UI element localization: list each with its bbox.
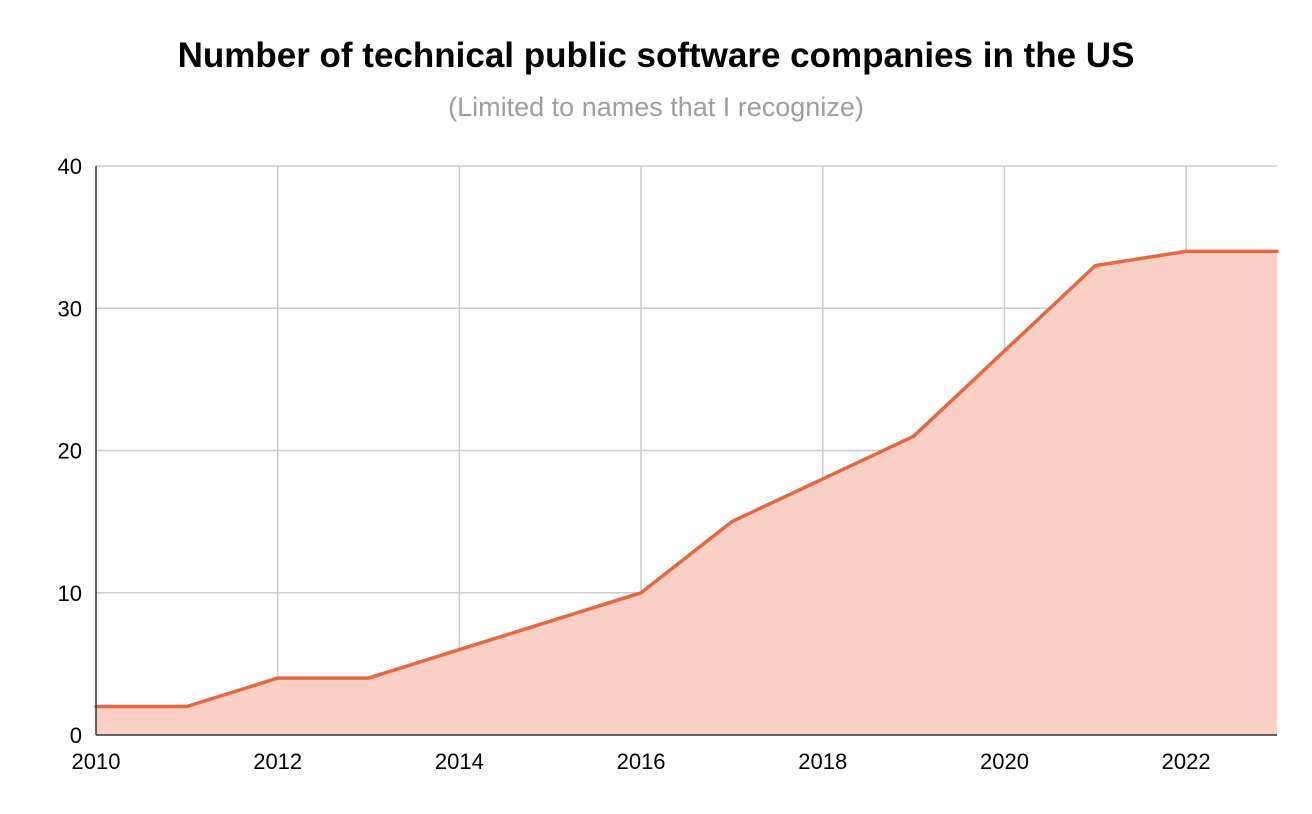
y-tick-label: 0	[70, 723, 82, 748]
chart-subtitle: (Limited to names that I recognize)	[448, 92, 864, 122]
x-tick-label: 2016	[617, 749, 666, 774]
chart-title: Number of technical public software comp…	[177, 36, 1135, 75]
x-tick-label: 2014	[435, 749, 484, 774]
area-fill	[96, 251, 1277, 735]
y-axis-ticks: 0 10 20 30 40	[58, 154, 82, 748]
x-tick-label: 2012	[253, 749, 302, 774]
x-tick-label: 2020	[980, 749, 1029, 774]
y-tick-label: 40	[58, 154, 82, 179]
area-layer	[94, 249, 1279, 735]
x-axis-ticks: 2010 2012 2014 2016 2018 2020 2022	[72, 749, 1211, 774]
x-tick-label: 2018	[798, 749, 847, 774]
y-tick-label: 10	[58, 581, 82, 606]
x-tick-label: 2022	[1162, 749, 1211, 774]
y-tick-label: 30	[58, 296, 82, 321]
x-tick-label: 2010	[72, 749, 121, 774]
axes	[95, 166, 1277, 736]
series-line	[94, 249, 1279, 709]
y-tick-label: 20	[58, 439, 82, 464]
